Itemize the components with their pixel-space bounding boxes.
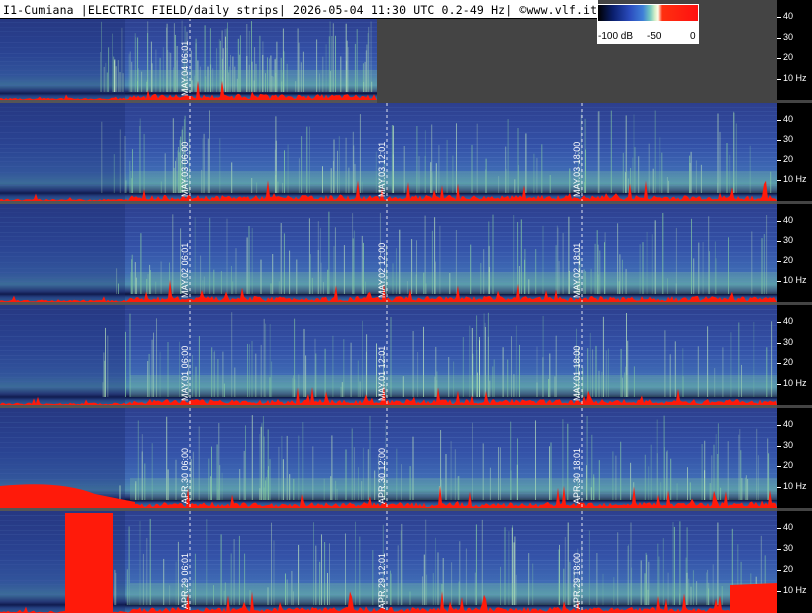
axis-tick: [777, 384, 781, 385]
spectrogram-strip-may-04: MAY.04 06:01: [0, 18, 377, 100]
colorbar-label-mid: -50: [647, 31, 662, 42]
axis-tick-label: 10 Hz: [783, 174, 807, 184]
strip-time-label: MAY.01 12:01: [377, 346, 387, 401]
strip-time-label: MAY.02 12:00: [377, 243, 387, 298]
strip-time-label: APR.29 12:01: [377, 553, 387, 609]
axis-tick-label: 30: [783, 440, 794, 450]
spectrogram-plot: MAY.03 06:00 MAY.03 12:01 MAY.03 18:00: [0, 103, 777, 201]
axis-tick: [777, 570, 781, 571]
axis-tick-label: 30: [783, 235, 794, 245]
spectrogram-strip-may-01: MAY.01 06:00 MAY.01 12:01 MAY.01 18:00: [0, 305, 777, 405]
axis-tick: [777, 487, 781, 488]
axis-tick: [777, 343, 781, 344]
strip-time-label: APR.30 18:01: [572, 448, 582, 504]
strip-time-label: MAY.03 12:01: [377, 142, 387, 197]
spectrogram-strip-apr-30: APR.30 06:00 APR.30 12:00 APR.30 18:01: [0, 408, 777, 508]
strip-separator: [0, 405, 777, 408]
strip-separator: [0, 201, 777, 204]
axis-tick-label: 10 Hz: [783, 275, 807, 285]
strip-time-label: MAY.04 06:01: [180, 41, 190, 96]
axis-tick: [777, 38, 781, 39]
frequency-axis: 40 30 20 10 Hz: [777, 511, 812, 613]
axis-tick-label: 20: [783, 52, 794, 62]
axis-tick-label: 40: [783, 316, 794, 326]
spectrogram-plot: MAY.04 06:01: [0, 18, 377, 100]
frequency-axis: 40 30 20 10 Hz: [777, 204, 812, 302]
axis-tick: [777, 160, 781, 161]
strip-time-label: MAY.03 18:00: [572, 142, 582, 197]
axis-tick: [777, 591, 781, 592]
spectrogram-strip-apr-29: APR.29 06:01 APR.29 12:01 APR.29 18:00: [0, 511, 777, 613]
strip-time-label: APR.30 06:00: [180, 448, 190, 504]
axis-tick-label: 20: [783, 564, 794, 574]
frequency-axis: 40 30 20 10 Hz: [777, 408, 812, 508]
axis-tick-label: 20: [783, 154, 794, 164]
axis-tick-label: 40: [783, 114, 794, 124]
axis-tick: [777, 322, 781, 323]
axis-tick: [777, 140, 781, 141]
axis-tick-label: 30: [783, 543, 794, 553]
axis-tick: [777, 17, 781, 18]
axis-tick-label: 40: [783, 419, 794, 429]
axis-tick: [777, 261, 781, 262]
axis-tick-label: 10 Hz: [783, 73, 807, 83]
axis-tick: [777, 466, 781, 467]
frequency-axis: 40 30 20 10 Hz: [777, 305, 812, 405]
axis-tick: [777, 549, 781, 550]
axis-tick-label: 20: [783, 357, 794, 367]
axis-tick: [777, 58, 781, 59]
axis-tick-label: 40: [783, 522, 794, 532]
axis-tick-label: 30: [783, 337, 794, 347]
axis-tick-label: 10 Hz: [783, 585, 807, 595]
axis-tick: [777, 180, 781, 181]
spectrogram-strip-may-02: MAY.02 06:01 MAY.02 12:00 MAY.02 18:01: [0, 204, 777, 302]
axis-tick-label: 20: [783, 255, 794, 265]
axis-tick-label: 10 Hz: [783, 481, 807, 491]
colorbar: -100 dB -50 0: [597, 4, 699, 44]
axis-tick: [777, 363, 781, 364]
strip-time-label: MAY.01 06:00: [180, 346, 190, 401]
axis-tick-label: 20: [783, 460, 794, 470]
axis-tick: [777, 425, 781, 426]
axis-tick: [777, 241, 781, 242]
colorbar-label-min: -100 dB: [598, 31, 634, 42]
strip-time-label: MAY.03 06:00: [180, 142, 190, 197]
axis-tick: [777, 446, 781, 447]
axis-tick: [777, 528, 781, 529]
axis-tick: [777, 120, 781, 121]
title-bar: I1-Cumiana |ELECTRIC FIELD/daily strips|…: [0, 0, 598, 19]
frequency-axis: 40 30 20 10 Hz: [777, 0, 812, 100]
axis-tick: [777, 79, 781, 80]
colorbar-gradient: [598, 5, 698, 21]
spectrogram-plot: MAY.01 06:00 MAY.01 12:01 MAY.01 18:00: [0, 305, 777, 405]
axis-tick-label: 30: [783, 32, 794, 42]
spectrogram-plot: APR.29 06:01 APR.29 12:01 APR.29 18:00: [0, 511, 777, 613]
chart-title: I1-Cumiana |ELECTRIC FIELD/daily strips|…: [3, 3, 598, 17]
spectrogram-plot: APR.30 06:00 APR.30 12:00 APR.30 18:01: [0, 408, 777, 508]
axis-tick: [777, 281, 781, 282]
colorbar-label-max: 0: [690, 31, 696, 42]
axis-tick: [777, 221, 781, 222]
axis-tick-label: 10 Hz: [783, 378, 807, 388]
spectrogram-plot: MAY.02 06:01 MAY.02 12:00 MAY.02 18:01: [0, 204, 777, 302]
strip-time-label: APR.30 12:00: [377, 448, 387, 504]
spectrogram-strip-may-03: MAY.03 06:00 MAY.03 12:01 MAY.03 18:00: [0, 103, 777, 201]
strip-separator: [0, 100, 377, 103]
strip-time-label: MAY.02 18:01: [572, 243, 582, 298]
strip-time-label: MAY.02 06:01: [180, 243, 190, 298]
frequency-axis: 40 30 20 10 Hz: [777, 103, 812, 201]
strip-time-label: APR.29 18:00: [572, 553, 582, 609]
strip-separator: [0, 508, 777, 511]
strip-separator: [0, 302, 777, 305]
strip-time-label: APR.29 06:01: [180, 553, 190, 609]
strip-time-label: MAY.01 18:00: [572, 346, 582, 401]
axis-tick-label: 40: [783, 11, 794, 21]
axis-tick-label: 40: [783, 215, 794, 225]
axis-tick-label: 30: [783, 134, 794, 144]
